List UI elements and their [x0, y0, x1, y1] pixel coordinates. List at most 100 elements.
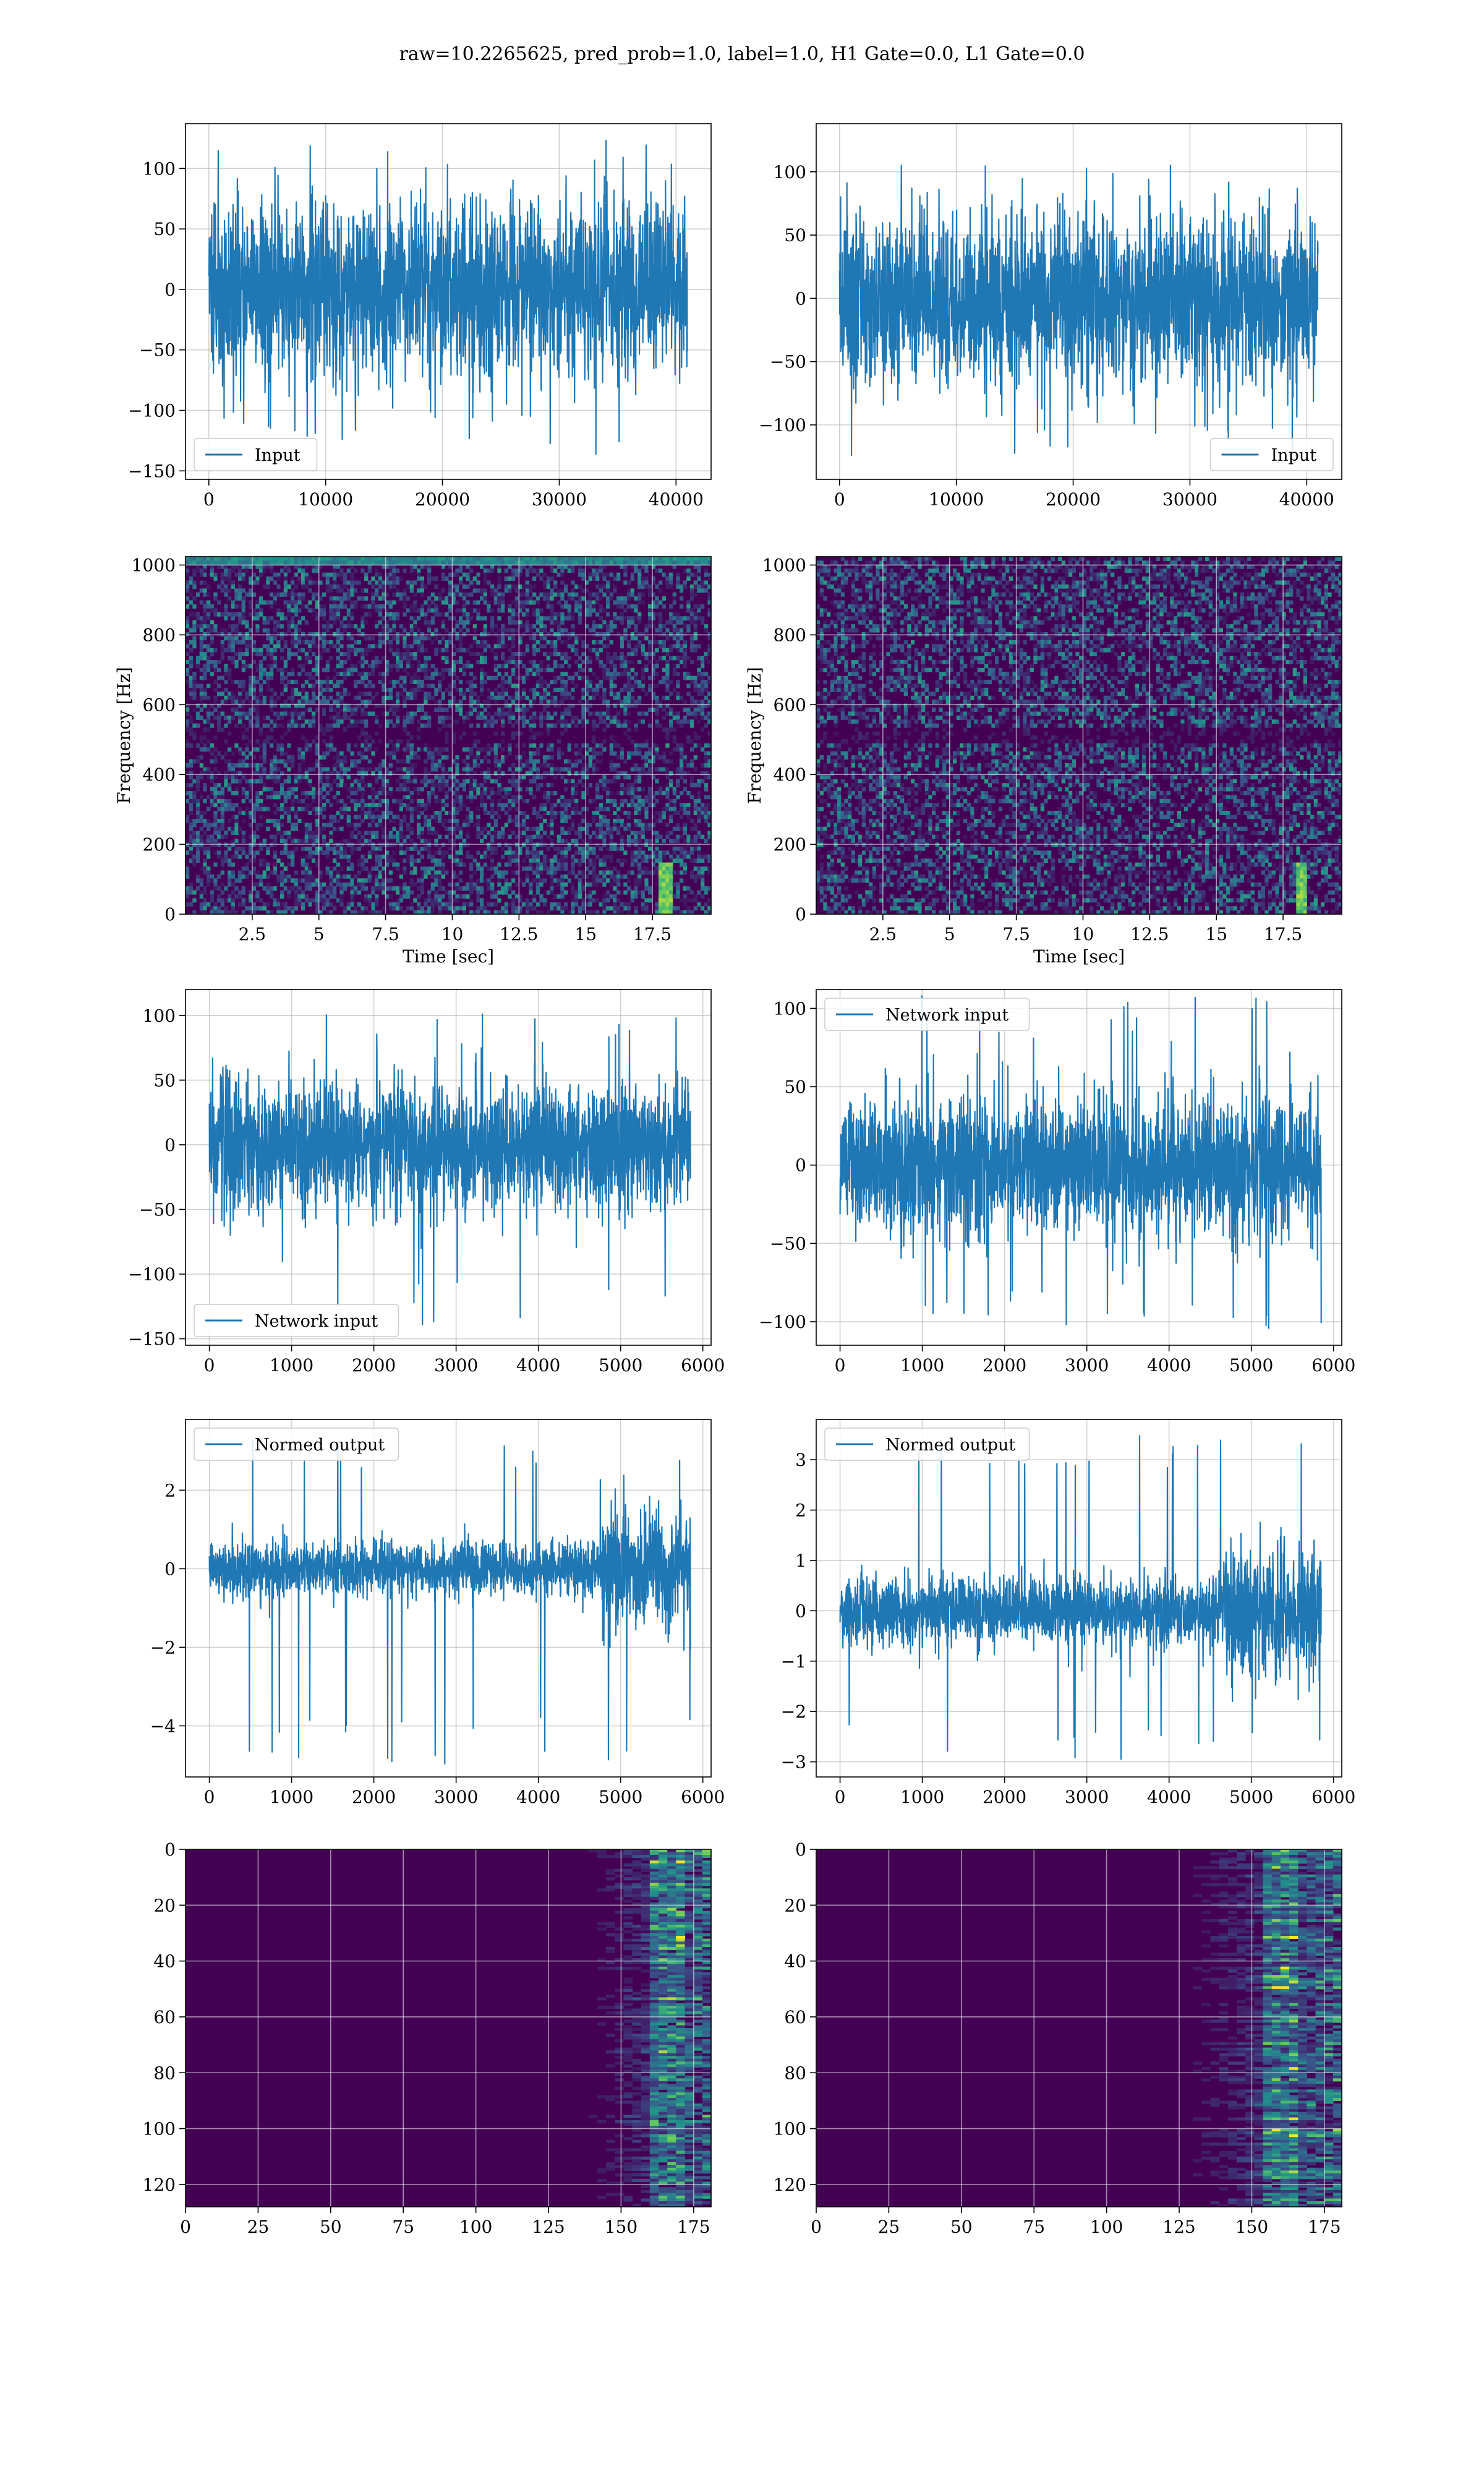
heat-cell	[455, 811, 459, 815]
heat-cell	[472, 636, 477, 641]
heat-cell	[532, 743, 537, 748]
heat-cell	[262, 695, 267, 700]
heat-cell	[249, 711, 253, 716]
heat-cell	[322, 624, 326, 629]
heat-cell	[245, 795, 249, 800]
heat-cell	[371, 890, 375, 895]
heat-cell	[266, 687, 270, 692]
heat-cell	[322, 667, 326, 672]
heat-cell	[255, 564, 260, 569]
heat-cell	[273, 557, 277, 561]
heat-cell	[518, 715, 522, 720]
heat-cell	[304, 878, 309, 883]
heat-cell	[406, 826, 411, 831]
heat-cell	[245, 763, 249, 768]
heat-cell	[291, 700, 295, 704]
heat-cell	[508, 751, 512, 756]
heat-cell	[252, 906, 256, 911]
heat-cell	[553, 870, 558, 875]
heat-cell	[487, 675, 491, 680]
heat-cell	[430, 600, 435, 605]
heat-cell	[508, 747, 512, 752]
heat-cell	[367, 680, 372, 685]
heat-cell	[462, 620, 466, 625]
heat-cell	[343, 580, 348, 585]
heat-cell	[385, 771, 390, 776]
heat-cell	[367, 839, 372, 843]
heat-cell	[203, 787, 207, 792]
heat-cell	[417, 560, 421, 565]
heat-cell	[220, 640, 224, 644]
heat-cell	[294, 708, 298, 712]
heat-cell	[553, 664, 558, 669]
heat-cell	[535, 620, 540, 625]
heat-cell	[192, 795, 197, 800]
heat-cell	[451, 660, 456, 664]
heat-cell	[329, 616, 333, 621]
heat-cell	[441, 576, 445, 581]
heat-cell	[245, 664, 249, 669]
heat-cell	[224, 648, 228, 653]
heat-cell	[480, 826, 484, 831]
heat-cell	[438, 680, 442, 685]
heat-cell	[532, 568, 537, 573]
heat-cell	[238, 751, 242, 756]
heat-cell	[220, 787, 224, 792]
heat-cell	[378, 560, 382, 565]
heat-cell	[378, 608, 382, 613]
figure-title: raw=10.2265625, pred_prob=1.0, label=1.0…	[399, 43, 1085, 65]
heat-cell	[413, 787, 417, 792]
heat-cell	[378, 572, 382, 577]
heat-cell	[438, 672, 442, 677]
heat-cell	[333, 683, 337, 688]
heat-cell	[399, 683, 403, 688]
heat-cell	[315, 580, 319, 585]
heat-cell	[434, 576, 438, 581]
heat-cell	[213, 826, 218, 831]
heat-cell	[483, 580, 487, 585]
heat-cell	[196, 664, 200, 669]
heat-cell	[529, 906, 533, 911]
heat-cell	[514, 612, 519, 617]
heat-cell	[529, 790, 533, 795]
heat-cell	[511, 557, 516, 561]
heat-cell	[364, 755, 369, 760]
heat-cell	[409, 564, 414, 569]
heat-cell	[438, 866, 442, 871]
heat-cell	[459, 568, 463, 573]
heat-cell	[273, 592, 277, 597]
heat-cell	[483, 779, 487, 784]
heat-cell	[270, 795, 274, 800]
heat-cell	[343, 572, 348, 577]
heat-cell	[378, 660, 382, 664]
heat-cell	[480, 854, 484, 859]
heat-cell	[427, 604, 432, 609]
heat-cell	[270, 667, 274, 672]
heat-cell	[546, 811, 550, 815]
heat-cell	[525, 580, 529, 585]
heat-cell	[392, 711, 396, 716]
heat-cell	[396, 715, 400, 720]
heat-cell	[189, 675, 193, 680]
heat-cell	[301, 560, 305, 565]
heat-cell	[228, 596, 232, 601]
heat-cell	[280, 557, 284, 561]
heat-cell	[388, 584, 393, 589]
heat-cell	[490, 798, 495, 803]
heat-cell	[357, 902, 361, 907]
heat-cell	[367, 564, 372, 569]
heat-cell	[497, 803, 501, 808]
heat-cell	[385, 723, 390, 728]
heat-cell	[318, 874, 323, 879]
heat-cell	[550, 715, 554, 720]
heat-cell	[413, 882, 417, 887]
heat-cell	[445, 612, 449, 617]
heat-cell	[556, 902, 561, 907]
heat-cell	[535, 664, 540, 669]
heat-cell	[357, 695, 361, 700]
heat-cell	[445, 795, 449, 800]
heat-cell	[350, 882, 354, 887]
heat-cell	[189, 811, 193, 815]
heat-cell	[245, 691, 249, 696]
heat-cell	[532, 632, 537, 636]
